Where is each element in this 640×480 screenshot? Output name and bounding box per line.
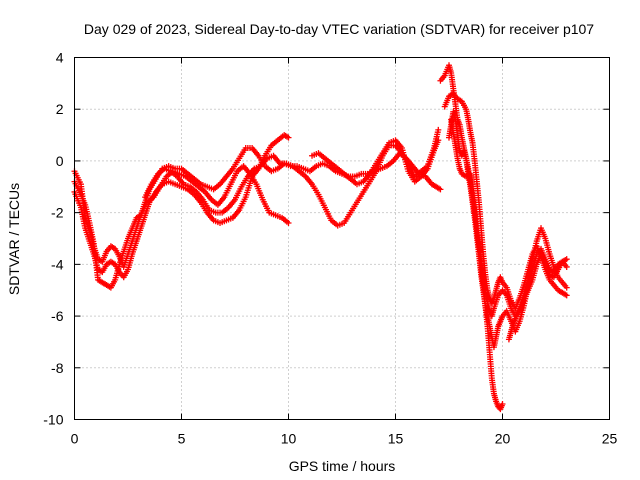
y-tick-label: 4: [56, 50, 64, 66]
data-point: [437, 186, 444, 193]
x-tick-label: 15: [388, 431, 404, 447]
x-tick-label: 10: [281, 431, 297, 447]
x-tick-labels: 0 5 10 15 20 25: [71, 431, 618, 447]
y-tick-label: -6: [51, 308, 64, 324]
y-tick-label: 0: [56, 153, 64, 169]
data-point: [563, 284, 570, 291]
axis-ticks: [74, 57, 610, 420]
y-tick-label: -8: [51, 360, 64, 376]
data-point: [563, 263, 570, 270]
plot-frame: [74, 57, 610, 420]
data-points: [71, 62, 570, 413]
data-point: [563, 292, 570, 299]
x-tick-label: 25: [602, 431, 618, 447]
y-tick-label: 2: [56, 101, 64, 117]
x-tick-label: 20: [495, 431, 511, 447]
x-tick-label: 5: [178, 431, 186, 447]
data-point: [563, 256, 570, 263]
y-tick-label: -2: [51, 205, 64, 221]
data-point: [435, 126, 442, 133]
x-axis-label: GPS time / hours: [289, 458, 396, 474]
data-point: [435, 137, 442, 144]
chart-title: Day 029 of 2023, Sidereal Day-to-day VTE…: [84, 21, 594, 37]
data-point: [285, 134, 292, 141]
y-tick-labels: -10 -8 -6 -4 -2 0 2 4: [43, 50, 63, 428]
data-point: [285, 219, 292, 226]
y-axis-label: SDTVAR / TECUs: [6, 183, 22, 295]
y-tick-label: -4: [51, 256, 64, 272]
data-point: [499, 400, 506, 407]
grid: [74, 57, 610, 420]
y-tick-label: -10: [43, 412, 63, 428]
x-tick-label: 0: [71, 431, 79, 447]
